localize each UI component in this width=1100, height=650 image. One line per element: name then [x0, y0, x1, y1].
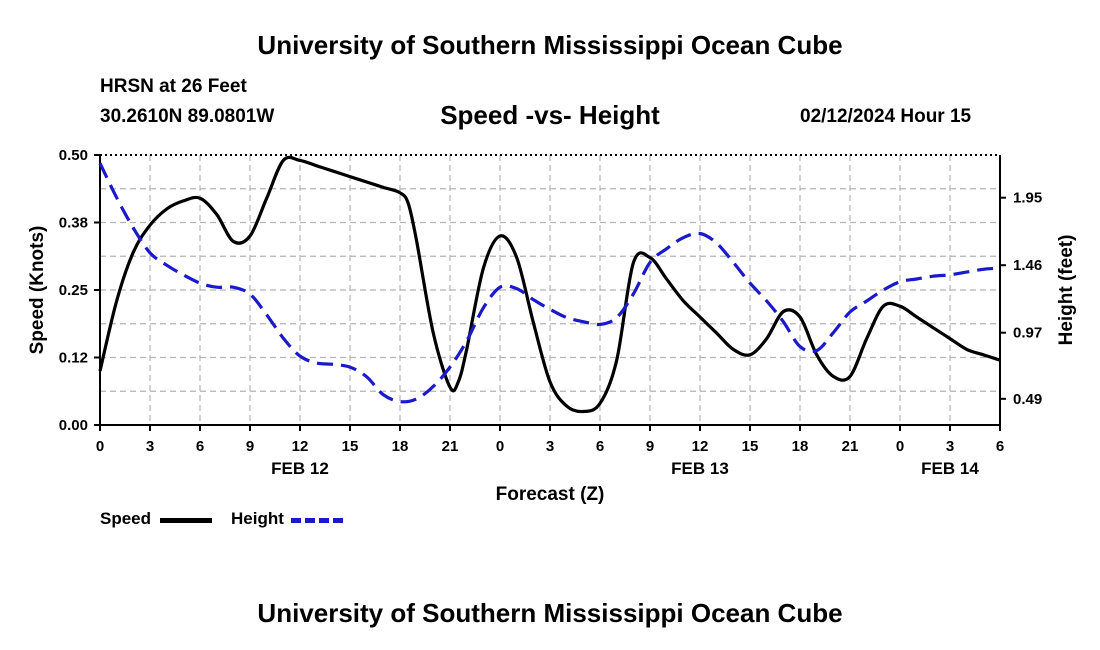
x-tick-label: 21	[442, 438, 459, 455]
y-left-tick-label: 0.25	[59, 282, 88, 299]
x-tick-label: 15	[742, 438, 759, 455]
x-tick-label: 6	[196, 438, 204, 455]
x-tick-label: 9	[646, 438, 654, 455]
x-tick-label: 9	[246, 438, 254, 455]
legend-height-label: Height	[231, 509, 284, 528]
x-tick-label: 0	[496, 438, 504, 455]
station-label: HRSN at 26 Feet	[100, 76, 247, 97]
chart-subtitle: Speed -vs- Height	[440, 100, 660, 130]
x-axis-title: Forecast (Z)	[496, 484, 605, 505]
y-left-tick-label: 0.12	[59, 350, 88, 367]
x-tick-label: 12	[292, 438, 309, 455]
x-tick-label: 18	[392, 438, 409, 455]
x-tick-label: 15	[342, 438, 359, 455]
x-tick-label: 3	[546, 438, 554, 455]
legend-speed-label: Speed	[100, 509, 152, 528]
y-left-tick-label: 0.00	[59, 417, 88, 434]
axis-layer	[94, 154, 1006, 431]
y-axis-right-title: Height (feet)	[1056, 235, 1077, 346]
footer-title: University of Southern Mississippi Ocean…	[257, 598, 843, 628]
x-tick-label: 12	[692, 438, 709, 455]
series-layer	[98, 155, 1001, 414]
y-right-tick-label: 0.49	[1013, 391, 1042, 408]
x-date-label: FEB 12	[271, 459, 329, 478]
x-tick-label: 6	[996, 438, 1004, 455]
x-tick-label: 18	[792, 438, 809, 455]
x-date-label: FEB 14	[921, 459, 979, 478]
y-axis-left-title: Speed (Knots)	[27, 226, 48, 355]
y-right-tick-label: 0.97	[1013, 325, 1042, 342]
x-tick-label: 0	[896, 438, 904, 455]
series-line-height	[98, 162, 1001, 404]
label-layer: 0 3 6 9 12 15 18 21 0 3 6 9 12 15 18 21 0 3 6 FEB 12 FEB 13 F…	[27, 147, 1077, 505]
x-tick-label: 6	[596, 438, 604, 455]
x-tick-label: 3	[146, 438, 154, 455]
x-tick-label: 0	[96, 438, 104, 455]
grid-layer	[100, 155, 1000, 425]
x-tick-label: 21	[842, 438, 859, 455]
series-line-speed	[98, 155, 1001, 414]
forecast-datetime: 02/12/2024 Hour 15	[800, 106, 972, 127]
y-left-tick-label: 0.38	[59, 215, 88, 232]
x-tick-label: 3	[946, 438, 954, 455]
x-date-label: FEB 13	[671, 459, 729, 478]
legend-speed-line	[160, 518, 212, 523]
legend-height-line	[291, 518, 343, 523]
y-right-tick-label: 1.95	[1013, 190, 1042, 207]
chart-main-title: University of Southern Mississippi Ocean…	[257, 30, 843, 60]
station-coordinates: 30.2610N 89.0801W	[100, 106, 275, 127]
y-left-tick-label: 0.50	[59, 147, 88, 164]
y-right-tick-label: 1.46	[1013, 257, 1042, 274]
